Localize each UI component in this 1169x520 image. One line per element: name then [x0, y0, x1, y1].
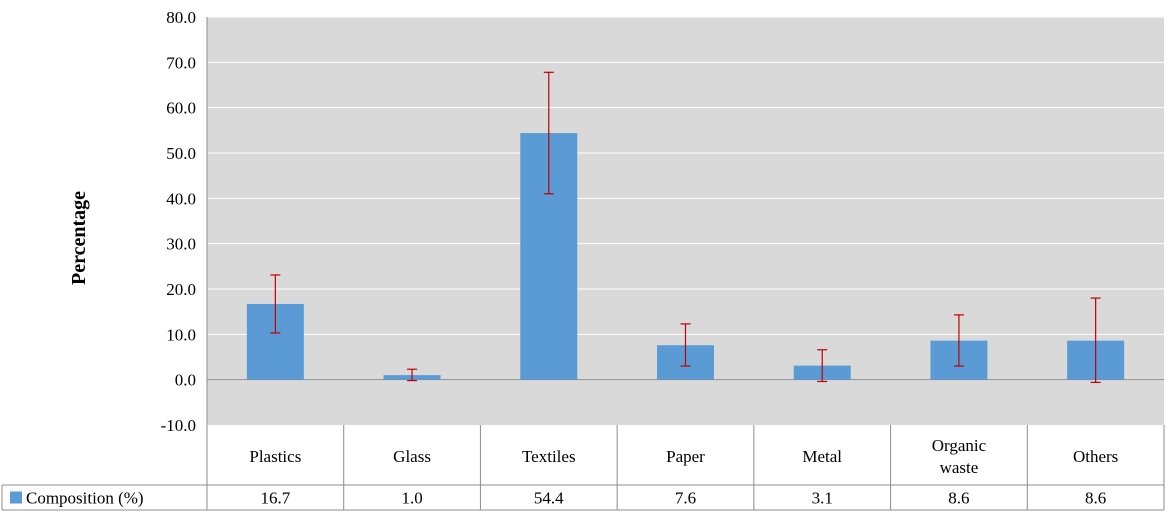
data-label: 16.7: [260, 489, 290, 508]
error-bar: [270, 274, 281, 334]
error-bar: [543, 71, 554, 195]
y-tick-label: 50.0: [166, 144, 196, 163]
y-tick-label: 0.0: [175, 371, 196, 390]
y-tick-label: 30.0: [166, 235, 196, 254]
x-tick-label: Paper: [666, 447, 705, 466]
data-label: 7.6: [675, 489, 696, 508]
y-tick-label: 20.0: [166, 280, 196, 299]
y-tick-label: 80.0: [166, 8, 196, 27]
legend-series-name: Composition (%): [26, 489, 144, 508]
y-tick-label: 70.0: [166, 53, 196, 72]
error-bar: [680, 323, 691, 367]
y-tick-label: 60.0: [166, 99, 196, 118]
y-tick-label: 40.0: [166, 189, 196, 208]
bars: [246, 133, 1125, 380]
error-bars: [270, 71, 1101, 383]
error-bar: [953, 314, 964, 367]
x-tick-label: Plastics: [249, 447, 301, 466]
data-label: 3.1: [812, 489, 833, 508]
data-label: 1.0: [401, 489, 422, 508]
data-label: 54.4: [534, 489, 564, 508]
error-bar: [407, 368, 418, 382]
x-tick-label: Organic waste: [932, 436, 987, 477]
x-tick-label: Others: [1073, 447, 1118, 466]
data-label: 8.6: [948, 489, 969, 508]
y-axis-label: Percentage: [68, 191, 90, 285]
x-tick-label: Glass: [393, 447, 431, 466]
y-tick-label: 10.0: [166, 325, 196, 344]
x-tick-label: Metal: [802, 447, 842, 466]
data-table: Plastics Glass Textiles Paper Metal Organic wa…: [1, 425, 1165, 511]
x-tick-label: Textiles: [522, 447, 576, 466]
error-bar: [1090, 297, 1101, 383]
y-tick-label: -10.0: [161, 416, 196, 435]
error-bar: [817, 349, 828, 383]
data-label: 8.6: [1085, 489, 1106, 508]
legend-swatch: [10, 491, 22, 504]
